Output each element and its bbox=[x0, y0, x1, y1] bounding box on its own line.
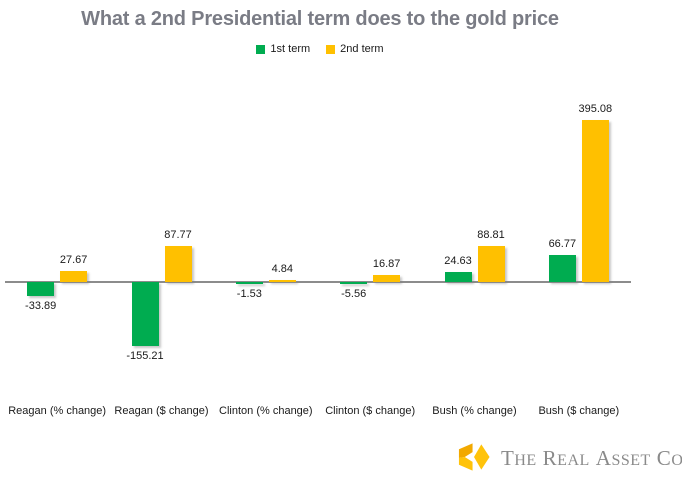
logo-word: CO bbox=[656, 445, 682, 470]
bar-1st-term-clinton-change bbox=[340, 282, 368, 285]
value-label-2nd-term-reagan-change: 27.67 bbox=[59, 253, 88, 266]
value-label-2nd-term-bush-change: 395.08 bbox=[578, 103, 613, 116]
logo-word: THE bbox=[501, 445, 537, 470]
value-label-1st-term-bush-change: 24.63 bbox=[444, 254, 472, 267]
category-label-bush-change: Bush ($ change) bbox=[538, 405, 620, 417]
legend-swatch-1st-term bbox=[256, 44, 266, 54]
category-label-reagan-change: Reagan (% change) bbox=[8, 405, 107, 417]
bar-2nd-term-clinton-change bbox=[268, 280, 296, 282]
chart-legend: 1st term 2nd term bbox=[0, 42, 640, 56]
bar-1st-term-reagan-change bbox=[131, 282, 159, 346]
bar-2nd-term-bush-change bbox=[581, 120, 609, 282]
logo-word: REAL bbox=[542, 445, 590, 470]
bar-2nd-term-clinton-change bbox=[373, 275, 401, 282]
gold-cube-icon bbox=[458, 443, 490, 471]
value-label-1st-term-clinton-change: -5.56 bbox=[341, 288, 367, 301]
value-label-1st-term-reagan-change: -33.89 bbox=[25, 299, 57, 312]
legend-label-2nd-term: 2nd term bbox=[340, 43, 384, 55]
value-label-2nd-term-clinton-change: 16.87 bbox=[372, 258, 401, 271]
value-label-1st-term-reagan-change: -155.21 bbox=[126, 349, 164, 362]
bar-1st-term-reagan-change bbox=[27, 282, 55, 296]
legend-swatch-2nd-term bbox=[326, 44, 336, 54]
logo-text: THE REAL ASSET CO bbox=[501, 446, 682, 471]
legend-item-2nd-term: 2nd term bbox=[326, 43, 384, 55]
category-label-clinton-change: Clinton (% change) bbox=[219, 405, 313, 417]
value-label-2nd-term-clinton-change: 4.84 bbox=[271, 263, 294, 275]
legend-item-1st-term: 1st term bbox=[256, 43, 310, 55]
bar-1st-term-clinton-change bbox=[235, 282, 263, 284]
category-label-clinton-change: Clinton ($ change) bbox=[325, 405, 416, 417]
bar-2nd-term-bush-change bbox=[477, 245, 505, 282]
bar-1st-term-bush-change bbox=[548, 254, 576, 282]
logo: THE REAL ASSET CO bbox=[457, 440, 682, 476]
x-axis-line bbox=[5, 281, 631, 283]
legend-label-1st-term: 1st term bbox=[270, 43, 311, 55]
bar-1st-term-bush-change bbox=[444, 271, 472, 282]
value-label-2nd-term-bush-change: 88.81 bbox=[477, 228, 505, 241]
bar-2nd-term-reagan-change bbox=[60, 270, 88, 282]
category-label-reagan-change: Reagan ($ change) bbox=[114, 405, 209, 417]
bar-2nd-term-reagan-change bbox=[164, 246, 192, 282]
value-label-1st-term-clinton-change: -1.53 bbox=[236, 287, 262, 300]
logo-word: ASSET bbox=[595, 445, 651, 470]
value-label-2nd-term-reagan-change: 87.77 bbox=[164, 229, 192, 241]
value-label-1st-term-bush-change: 66.77 bbox=[548, 237, 577, 250]
category-label-bush-change: Bush (% change) bbox=[432, 405, 517, 417]
chart-title: What a 2nd Presidential term does to the… bbox=[81, 8, 559, 30]
